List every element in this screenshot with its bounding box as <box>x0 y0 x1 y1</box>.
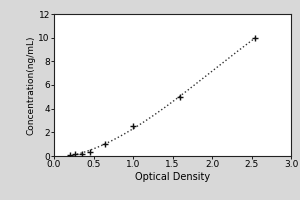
Y-axis label: Concentration(ng/mL): Concentration(ng/mL) <box>27 35 36 135</box>
X-axis label: Optical Density: Optical Density <box>135 172 210 182</box>
